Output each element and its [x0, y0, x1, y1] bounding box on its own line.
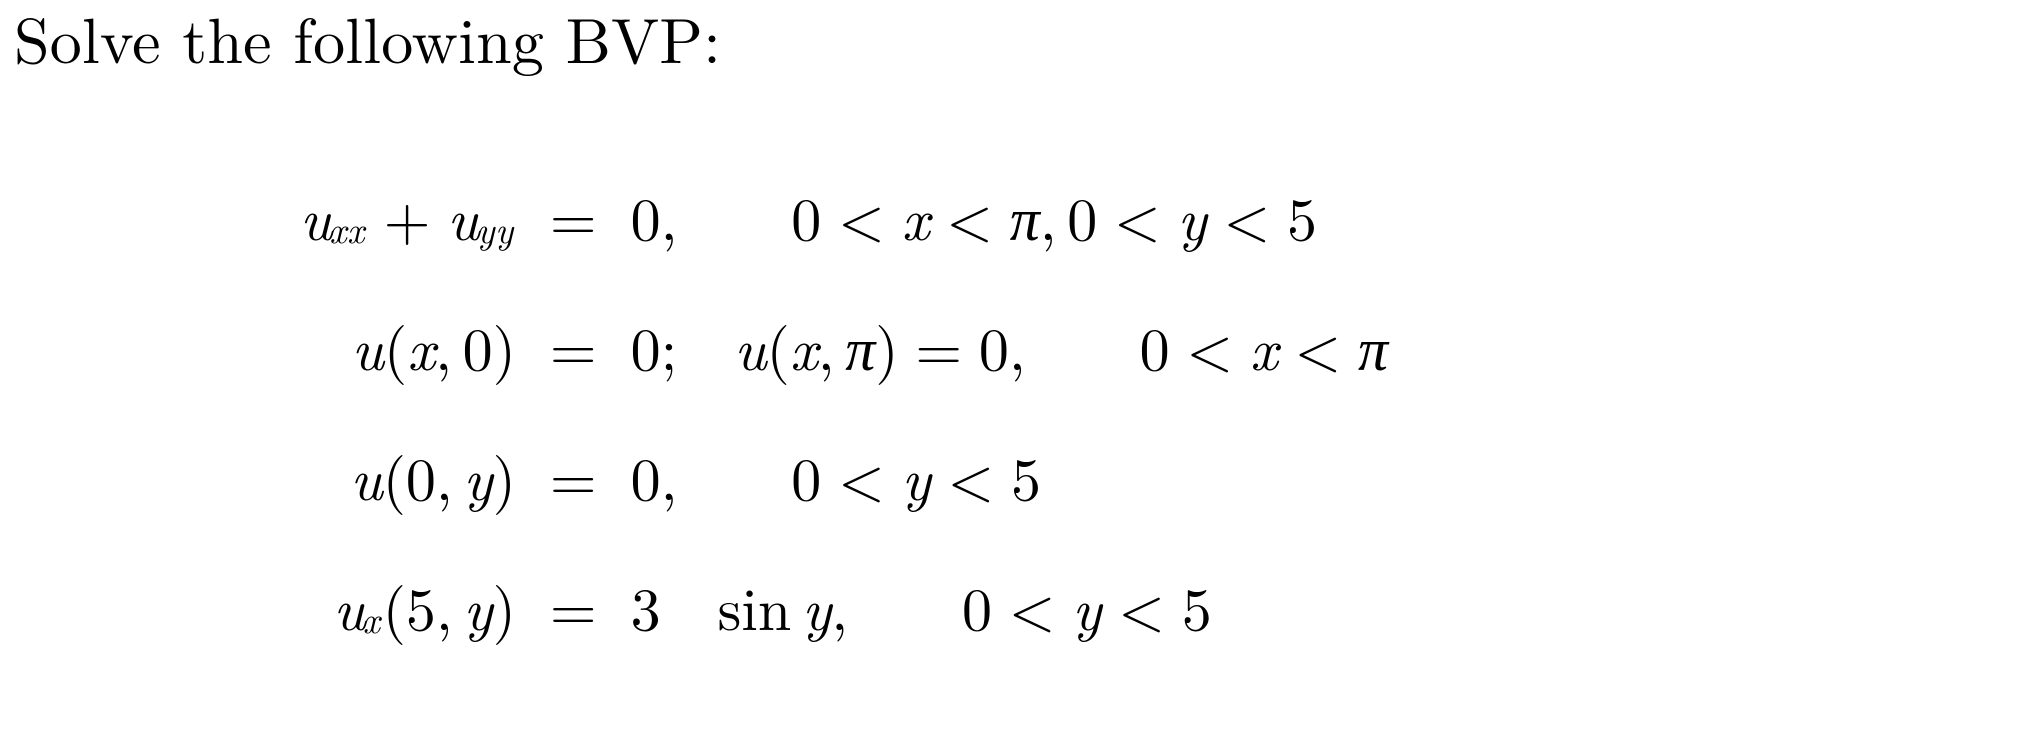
- var-x: x: [1250, 303, 1278, 388]
- num-0: 0: [791, 433, 821, 518]
- num-0: 0: [463, 303, 493, 388]
- equals: =: [550, 433, 597, 518]
- comma: ,: [661, 173, 678, 258]
- num-5: 5: [1287, 173, 1317, 258]
- lt: <: [838, 173, 885, 258]
- var-u: u: [333, 563, 365, 648]
- num-0: 0: [979, 303, 1009, 388]
- paren-close: ): [493, 563, 516, 648]
- sub-xx: xx: [329, 201, 365, 254]
- paren-open: (: [383, 433, 406, 518]
- paren-open: (: [384, 303, 407, 388]
- comma: ,: [436, 433, 453, 518]
- pi: π: [1358, 303, 1388, 388]
- equals-column: = = = =: [516, 150, 631, 670]
- num-5: 5: [1182, 563, 1212, 648]
- var-y: y: [902, 433, 931, 518]
- fn-sin: sin: [718, 563, 792, 648]
- paren-close: ): [875, 303, 898, 388]
- num-0: 0: [1067, 173, 1097, 258]
- num-0: 0: [1140, 303, 1170, 388]
- var-x: x: [790, 303, 818, 388]
- eq2-rhs: 0; u(x,π)=0, 0<x<π: [631, 280, 1388, 410]
- lt: <: [1186, 303, 1233, 388]
- eq2-eq: =: [516, 280, 631, 410]
- plus: +: [384, 173, 431, 258]
- num-0: 0: [631, 303, 661, 388]
- num-0: 0: [631, 433, 661, 518]
- rhs-column: 0, 0<x<π, 0<y<5 0; u(x,π)=0, 0<x<π 0, 0<…: [631, 150, 1388, 670]
- num-5: 5: [406, 563, 436, 648]
- semicolon: ;: [661, 303, 678, 388]
- eq2-lhs: u(x,0): [300, 280, 516, 410]
- comma: ,: [435, 303, 452, 388]
- num-0: 0: [631, 173, 661, 258]
- var-y: y: [1072, 563, 1101, 648]
- var-u: u: [300, 173, 332, 258]
- lt: <: [1118, 563, 1165, 648]
- var-u: u: [352, 303, 384, 388]
- lhs-column: uxx + uyy u(x,0) u(0,y) ux(5,y): [300, 150, 516, 670]
- page-root: Solve the following BVP: uxx + uyy u(x,0…: [0, 0, 2028, 753]
- var-u: u: [734, 303, 766, 388]
- equals: =: [550, 563, 597, 648]
- pi: π: [1010, 173, 1040, 258]
- lt: <: [1295, 303, 1342, 388]
- var-x: x: [902, 173, 930, 258]
- comma: ,: [1009, 303, 1026, 388]
- eq1-rhs: 0, 0<x<π, 0<y<5: [631, 150, 1388, 280]
- eq1-lhs: uxx + uyy: [300, 150, 516, 280]
- paren-close: ): [493, 433, 516, 518]
- eq4-rhs: 3siny, 0<y<5: [631, 540, 1388, 670]
- eq1-eq: =: [516, 150, 631, 280]
- eq3-rhs: 0, 0<y<5: [631, 410, 1388, 540]
- num-0: 0: [791, 173, 821, 258]
- comma: ,: [661, 433, 678, 518]
- paren-open: (: [767, 303, 790, 388]
- var-y: y: [1178, 173, 1207, 258]
- equation-block: uxx + uyy u(x,0) u(0,y) ux(5,y) = = = =: [300, 150, 1388, 670]
- num-0: 0: [406, 433, 436, 518]
- var-y: y: [463, 433, 492, 518]
- equals: =: [550, 303, 597, 388]
- lt: <: [1224, 173, 1271, 258]
- eq4-lhs: ux(5,y): [300, 540, 516, 670]
- lt: <: [946, 173, 993, 258]
- lt: <: [1009, 563, 1056, 648]
- lt: <: [948, 433, 995, 518]
- num-0: 0: [962, 563, 992, 648]
- equals: =: [915, 303, 962, 388]
- paren-close: ): [493, 303, 516, 388]
- eq4-eq: =: [516, 540, 631, 670]
- comma: ,: [818, 303, 835, 388]
- var-u: u: [447, 173, 479, 258]
- comma: ,: [1040, 173, 1057, 258]
- var-y: y: [802, 563, 831, 648]
- var-u: u: [350, 433, 382, 518]
- eq3-eq: =: [516, 410, 631, 540]
- var-y: y: [463, 563, 492, 648]
- pi: π: [845, 303, 875, 388]
- equals: =: [550, 173, 597, 258]
- num-3: 3: [631, 563, 661, 648]
- comma: ,: [831, 563, 848, 648]
- paren-open: (: [383, 563, 406, 648]
- sub-yy: yy: [477, 201, 514, 254]
- lt: <: [838, 433, 885, 518]
- sub-x: x: [363, 591, 381, 644]
- eq3-lhs: u(0,y): [300, 410, 516, 540]
- var-x: x: [407, 303, 435, 388]
- prompt-text: Solve the following BVP:: [14, 2, 721, 72]
- lt: <: [1114, 173, 1161, 258]
- num-5: 5: [1011, 433, 1041, 518]
- comma: ,: [436, 563, 453, 648]
